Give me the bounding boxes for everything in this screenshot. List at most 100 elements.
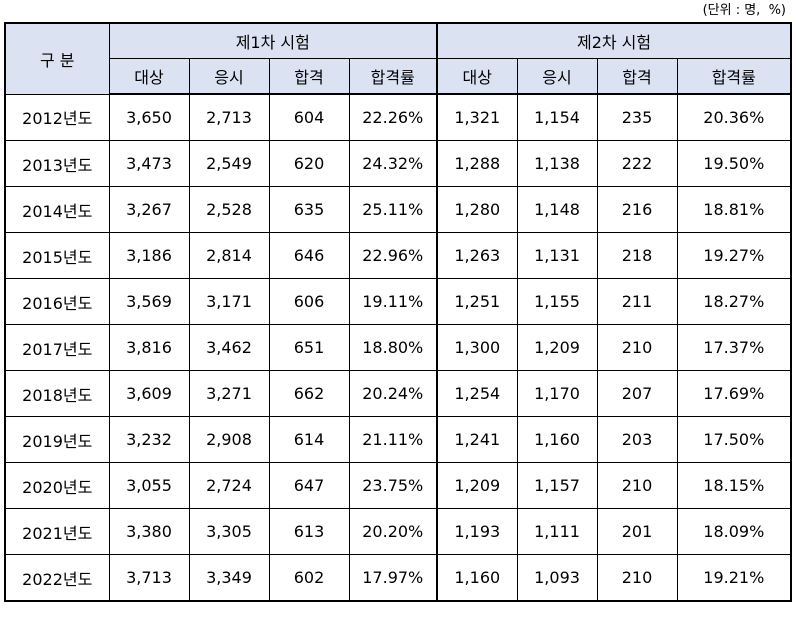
column-header: 합격 xyxy=(596,58,678,95)
table-cell: 1,148 xyxy=(516,186,598,233)
table-row: 2022년도 3,713 3,349 602 17.97% 1,160 1,093 210 19… xyxy=(4,554,792,602)
column-header: 응시 xyxy=(516,58,598,95)
table-cell: 222 xyxy=(596,140,678,187)
column-header: 대상 xyxy=(436,58,518,95)
table-cell: 3,609 xyxy=(108,370,190,417)
table-cell: 235 xyxy=(596,93,678,141)
table-cell: 210 xyxy=(596,462,678,509)
table-cell: 606 xyxy=(268,278,350,325)
table-cell: 620 xyxy=(268,140,350,187)
table-row: 2021년도 3,380 3,305 613 20.20% 1,193 1,111 201 18… xyxy=(4,508,792,555)
row-year-label: 2019년도 xyxy=(4,416,110,463)
table-cell: 613 xyxy=(268,508,350,555)
table-cell: 19.21% xyxy=(676,554,792,602)
table-cell: 1,155 xyxy=(516,278,598,325)
row-year-label: 2013년도 xyxy=(4,140,110,187)
table-cell: 2,814 xyxy=(188,232,270,279)
table-cell: 3,380 xyxy=(108,508,190,555)
table-row: 2015년도 3,186 2,814 646 22.96% 1,263 1,131 218 19… xyxy=(4,232,792,279)
table-cell: 22.96% xyxy=(348,232,439,279)
table-cell: 1,209 xyxy=(436,462,518,509)
column-header: 합격률 xyxy=(348,58,439,95)
table-cell: 3,713 xyxy=(108,554,190,602)
table-cell: 22.26% xyxy=(348,93,439,141)
table-cell: 17.97% xyxy=(348,554,439,602)
table-cell: 604 xyxy=(268,93,350,141)
table-cell: 1,263 xyxy=(436,232,518,279)
column-header: 대상 xyxy=(108,58,190,95)
row-year-label: 2014년도 xyxy=(4,186,110,233)
table-cell: 3,305 xyxy=(188,508,270,555)
row-year-label: 2012년도 xyxy=(4,93,110,141)
table-cell: 3,271 xyxy=(188,370,270,417)
table-cell: 1,241 xyxy=(436,416,518,463)
group-header-exam-1: 제1차 시험 xyxy=(108,22,439,59)
category-header: 구 분 xyxy=(4,22,110,95)
table-cell: 24.32% xyxy=(348,140,439,187)
table-cell: 17.69% xyxy=(676,370,792,417)
column-header: 응시 xyxy=(188,58,270,95)
table-cell: 1,321 xyxy=(436,93,518,141)
table-cell: 3,816 xyxy=(108,324,190,371)
table-body: 2012년도 3,650 2,713 604 22.26% 1,321 1,154 235 20… xyxy=(4,93,792,602)
table-cell: 635 xyxy=(268,186,350,233)
table-cell: 2,724 xyxy=(188,462,270,509)
table-cell: 1,131 xyxy=(516,232,598,279)
table-row: 2020년도 3,055 2,724 647 23.75% 1,209 1,157 210 18… xyxy=(4,462,792,509)
table-cell: 17.50% xyxy=(676,416,792,463)
table-cell: 210 xyxy=(596,554,678,602)
table-cell: 19.50% xyxy=(676,140,792,187)
table-cell: 1,209 xyxy=(516,324,598,371)
row-year-label: 2015년도 xyxy=(4,232,110,279)
table-cell: 20.24% xyxy=(348,370,439,417)
table-cell: 1,170 xyxy=(516,370,598,417)
table-cell: 218 xyxy=(596,232,678,279)
table-cell: 18.80% xyxy=(348,324,439,371)
table-cell: 2,528 xyxy=(188,186,270,233)
header-row-groups: 구 분 제1차 시험 제2차 시험 xyxy=(4,22,792,95)
table-cell: 18.09% xyxy=(676,508,792,555)
table-cell: 18.27% xyxy=(676,278,792,325)
table-cell: 651 xyxy=(268,324,350,371)
row-year-label: 2017년도 xyxy=(4,324,110,371)
table-cell: 20.36% xyxy=(676,93,792,141)
row-year-label: 2022년도 xyxy=(4,554,110,602)
table-cell: 1,300 xyxy=(436,324,518,371)
row-year-label: 2018년도 xyxy=(4,370,110,417)
table-cell: 3,171 xyxy=(188,278,270,325)
header-row-subcolumns: 대상 응시 합격 합격률 대상 응시 합격 합격률 xyxy=(5,58,792,95)
table-cell: 207 xyxy=(596,370,678,417)
row-year-label: 2020년도 xyxy=(4,462,110,509)
table-cell: 662 xyxy=(268,370,350,417)
table-cell: 203 xyxy=(596,416,678,463)
table-cell: 19.27% xyxy=(676,232,792,279)
table-cell: 1,280 xyxy=(436,186,518,233)
table-cell: 19.11% xyxy=(348,278,439,325)
table-row: 2012년도 3,650 2,713 604 22.26% 1,321 1,154 235 20… xyxy=(4,93,792,141)
table-cell: 2,713 xyxy=(188,93,270,141)
table-row: 2018년도 3,609 3,271 662 20.24% 1,254 1,170 207 17… xyxy=(4,370,792,417)
row-year-label: 2016년도 xyxy=(4,278,110,325)
group-header-exam-2: 제2차 시험 xyxy=(436,22,792,59)
table-cell: 646 xyxy=(268,232,350,279)
table-cell: 1,160 xyxy=(436,554,518,602)
table-cell: 1,138 xyxy=(516,140,598,187)
table-cell: 3,186 xyxy=(108,232,190,279)
table-cell: 647 xyxy=(268,462,350,509)
table-row: 2014년도 3,267 2,528 635 25.11% 1,280 1,148 216 18… xyxy=(4,186,792,233)
table-cell: 602 xyxy=(268,554,350,602)
table-cell: 3,349 xyxy=(188,554,270,602)
table-cell: 216 xyxy=(596,186,678,233)
table-cell: 1,288 xyxy=(436,140,518,187)
table-cell: 211 xyxy=(596,278,678,325)
table-cell: 3,650 xyxy=(108,93,190,141)
table-cell: 20.20% xyxy=(348,508,439,555)
table-row: 2016년도 3,569 3,171 606 19.11% 1,251 1,155 211 18… xyxy=(4,278,792,325)
table-cell: 25.11% xyxy=(348,186,439,233)
table-row: 2017년도 3,816 3,462 651 18.80% 1,300 1,209 210 17… xyxy=(4,324,792,371)
table-cell: 1,193 xyxy=(436,508,518,555)
table-cell: 614 xyxy=(268,416,350,463)
table-cell: 210 xyxy=(596,324,678,371)
table-cell: 3,267 xyxy=(108,186,190,233)
table-cell: 3,462 xyxy=(188,324,270,371)
